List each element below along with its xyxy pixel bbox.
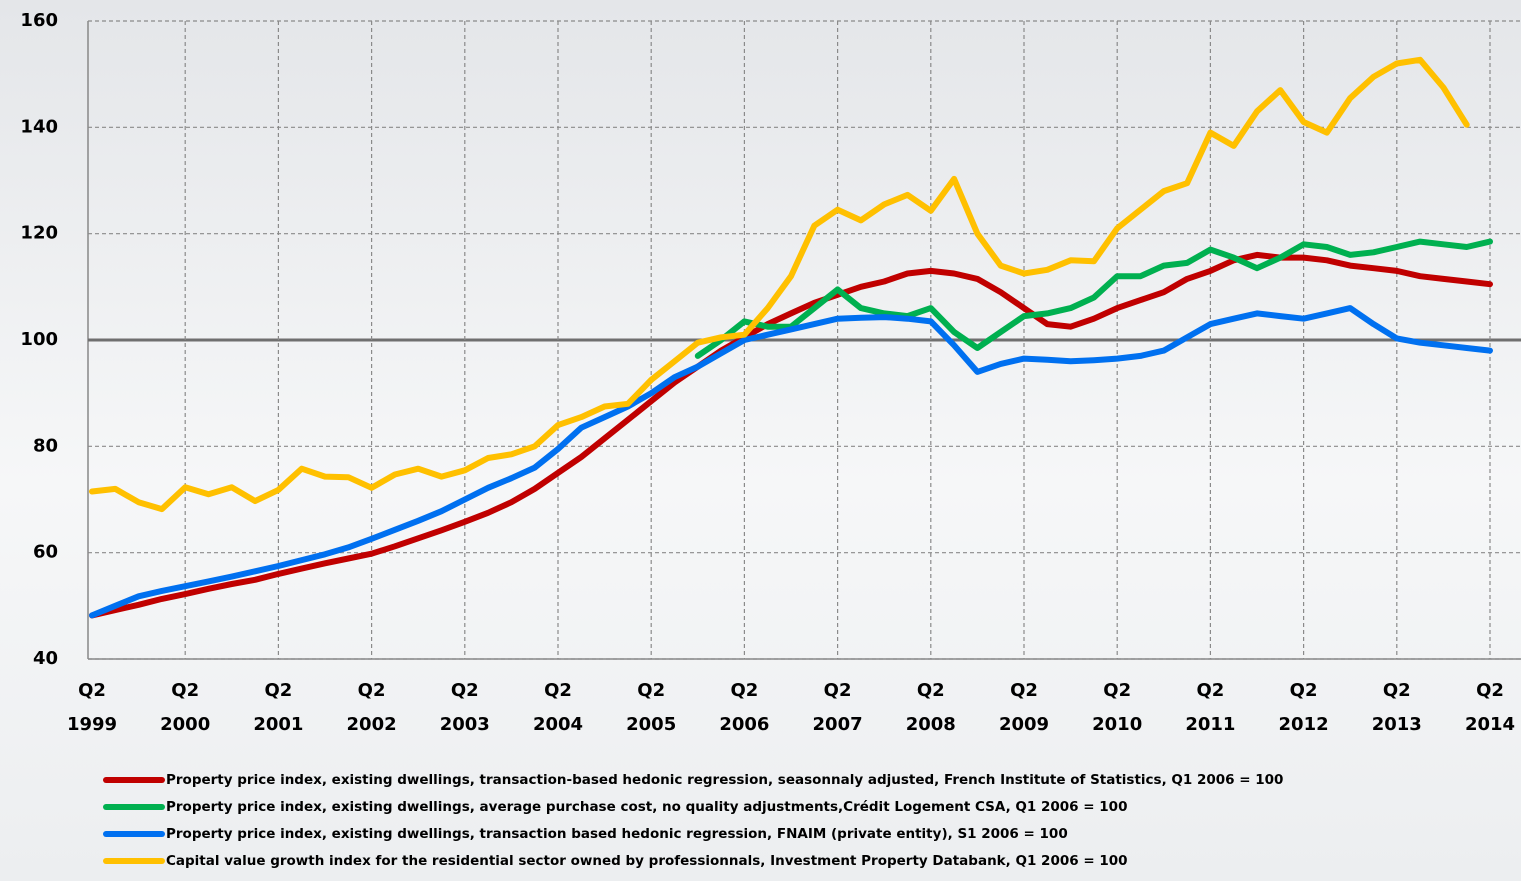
x-tick-label: Q2 2014 [1464, 680, 1516, 735]
x-tick-label: Q2 2007 [812, 680, 863, 735]
x-tick-label: Q2 2002 [346, 680, 397, 735]
x-tick-label: Q2 2001 [253, 680, 304, 735]
series-line [89, 56, 1470, 513]
x-tick-label: Q2 2008 [905, 680, 956, 735]
x-tick-label: Q2 2006 [719, 680, 770, 735]
legend-label: Property price index, existing dwellings… [166, 826, 1068, 842]
x-tick-label: Q2 2005 [626, 680, 677, 735]
x-tick-label: Q2 2000 [160, 680, 211, 735]
x-tick-label: Q2 2004 [532, 680, 584, 735]
y-tick-label: 40 [33, 648, 58, 669]
legend-label: Property price index, existing dwellings… [166, 772, 1283, 788]
y-tick-label: 120 [20, 223, 58, 244]
y-tick-label: 100 [20, 329, 58, 350]
x-tick-label: Q2 2009 [998, 680, 1050, 735]
x-tick-label: Q2 2010 [1092, 680, 1143, 735]
legend-label: Capital value growth index for the resid… [166, 853, 1128, 869]
series-line [89, 305, 1493, 619]
y-tick-label: 140 [20, 116, 58, 137]
x-tick-label: Q2 2013 [1371, 680, 1422, 735]
y-tick-label: 160 [20, 10, 58, 31]
series-line [89, 251, 1493, 619]
x-tick-label: Q2 2012 [1278, 680, 1329, 735]
x-tick-label: Q2 2011 [1185, 680, 1236, 735]
y-tick-label: 60 [33, 542, 58, 563]
legend-label: Property price index, existing dwellings… [166, 799, 1127, 815]
y-tick-label: 80 [33, 435, 58, 456]
series-line [694, 238, 1493, 359]
x-tick-label: Q2 2003 [439, 680, 490, 735]
x-tick-label: Q2 1999 [66, 680, 118, 735]
